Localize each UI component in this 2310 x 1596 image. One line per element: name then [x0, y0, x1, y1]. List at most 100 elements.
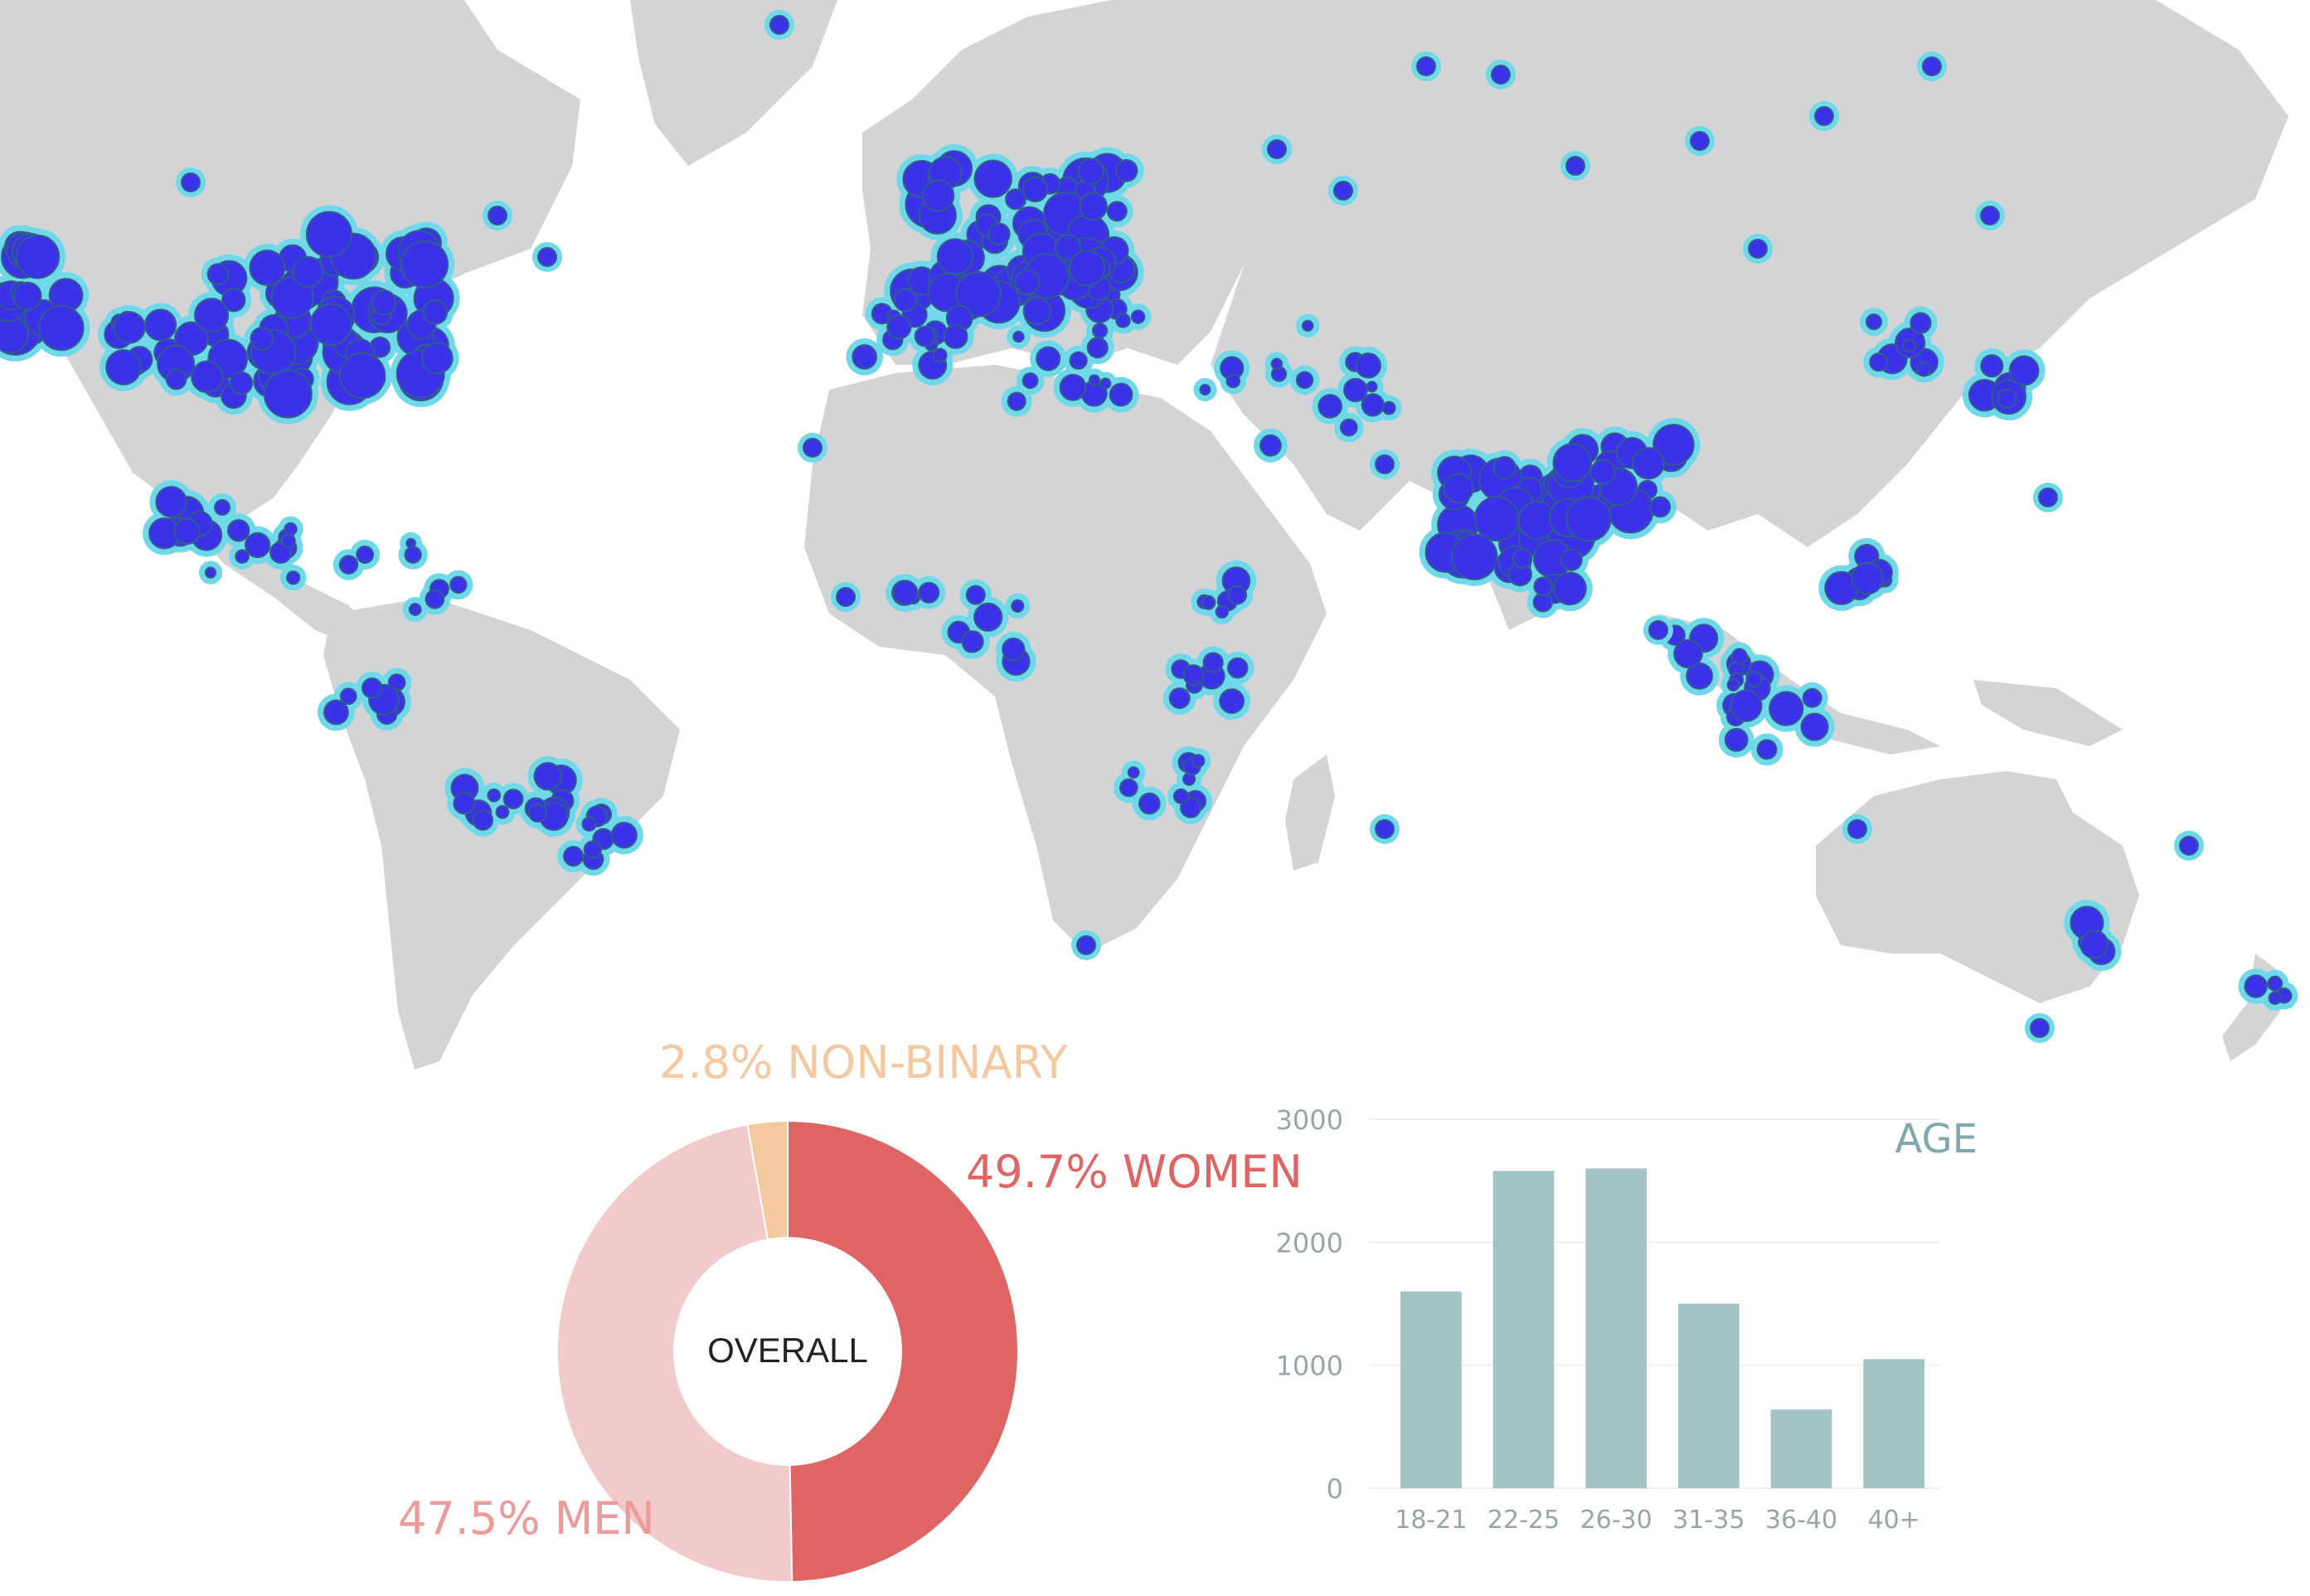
hotspot: [1730, 689, 1763, 722]
hotspot: [1375, 819, 1395, 839]
y-tick-label: 2000: [1276, 1227, 1343, 1259]
hotspot: [285, 570, 301, 585]
x-tick-label: 31-35: [1672, 1506, 1745, 1535]
hotspot: [1069, 351, 1088, 371]
hotspot: [1756, 739, 1778, 760]
hotspot: [1726, 677, 1740, 691]
hotspot: [1077, 158, 1104, 185]
hotspot: [1492, 455, 1517, 480]
hotspot: [1014, 269, 1041, 295]
hotspot: [1295, 371, 1314, 390]
hotspot: [1076, 935, 1096, 955]
hotspot: [1980, 354, 2004, 378]
new-guinea: [1973, 680, 2123, 746]
hotspot: [1589, 458, 1616, 485]
hotspot: [936, 238, 974, 275]
hotspot: [1565, 156, 1585, 176]
hotspot: [769, 15, 789, 35]
hotspot: [1916, 361, 1932, 377]
bars: [1400, 1168, 1925, 1488]
hotspot: [371, 289, 397, 316]
hotspot: [194, 298, 230, 333]
hotspot: [1059, 373, 1087, 401]
y-tick-label: 0: [1327, 1473, 1343, 1505]
donut-slices: [556, 1119, 1019, 1583]
hotspot: [113, 311, 146, 344]
hotspot: [270, 275, 314, 319]
hotspot: [191, 360, 224, 394]
bar-31-35: [1677, 1303, 1740, 1488]
bar-22-25: [1492, 1171, 1555, 1488]
hotspot: [1270, 357, 1284, 371]
hotspot: [1219, 688, 1245, 715]
hotspot: [1138, 792, 1161, 815]
hotspot: [339, 687, 357, 706]
hotspot: [404, 546, 422, 564]
hotspot: [221, 288, 246, 313]
hotspot: [105, 349, 142, 386]
hotspot: [1847, 819, 1867, 839]
bar-gridlines: [1368, 1118, 1940, 1489]
hotspot: [1690, 131, 1710, 151]
hotspot: [1115, 313, 1131, 328]
hotspot: [1648, 620, 1668, 640]
bar-26-30: [1585, 1168, 1648, 1488]
hotspot: [1172, 788, 1189, 804]
hotspot: [1259, 434, 1282, 457]
hotspot: [338, 555, 359, 575]
hotspot: [420, 342, 454, 375]
hotspot: [1079, 192, 1108, 221]
hotspot: [1552, 443, 1592, 483]
slice-label-women: 49.7% WOMEN: [966, 1146, 1303, 1198]
hotspot: [338, 352, 386, 400]
gender-donut-chart: OVERALL 2.8% NON-BINARY 49.7% WOMEN 47.5…: [398, 1036, 1303, 1583]
hotspot: [852, 344, 878, 370]
slice-label-men: 47.5% MEN: [398, 1492, 655, 1545]
hotspot: [932, 347, 948, 363]
hotspot: [229, 371, 254, 395]
hotspot: [1215, 604, 1230, 619]
hotspot: [1130, 309, 1146, 324]
hotspot: [400, 240, 449, 289]
location-hotspots: [0, 10, 2298, 1043]
hotspot: [1649, 496, 1672, 518]
x-tick-label: 26-30: [1580, 1506, 1652, 1535]
hotspot: [610, 822, 638, 849]
hotspot: [1361, 393, 1385, 417]
hotspot: [1997, 388, 2017, 409]
hotspot: [1443, 473, 1474, 504]
hotspot: [1012, 330, 1025, 343]
hotspot: [886, 314, 912, 340]
slice-women: [787, 1119, 1019, 1583]
hotspot: [488, 206, 507, 226]
hotspot: [533, 762, 562, 791]
hotspot: [1225, 373, 1241, 389]
hotspot: [1366, 381, 1378, 393]
x-tick-labels: 18-21 22-25 26-30 31-35 36-40 40+: [1395, 1506, 1920, 1535]
hotspot: [961, 630, 984, 653]
hotspot: [249, 250, 286, 286]
hotspot: [988, 222, 1011, 246]
hotspot: [1565, 496, 1612, 542]
hotspot: [38, 304, 85, 352]
hotspot: [309, 303, 352, 346]
hotspot: [527, 803, 547, 823]
bar-18-21: [1400, 1291, 1462, 1488]
hotspot: [2038, 488, 2058, 507]
hotspot: [2008, 355, 2040, 386]
hotspot: [0, 316, 29, 354]
hotspot: [1748, 239, 1768, 259]
hotspot: [973, 159, 1012, 198]
hotspot: [921, 179, 955, 212]
hotspot: [893, 288, 918, 313]
donut-center-label: OVERALL: [707, 1331, 868, 1370]
x-tick-label: 18-21: [1395, 1506, 1467, 1535]
hotspot: [1002, 637, 1026, 662]
hotspot: [2268, 991, 2282, 1005]
hotspot: [1168, 687, 1191, 710]
hotspot: [1191, 754, 1206, 768]
australia: [1816, 771, 2139, 1003]
hotspot: [12, 281, 42, 311]
hotspot: [1106, 201, 1128, 222]
hotspot: [213, 499, 231, 517]
